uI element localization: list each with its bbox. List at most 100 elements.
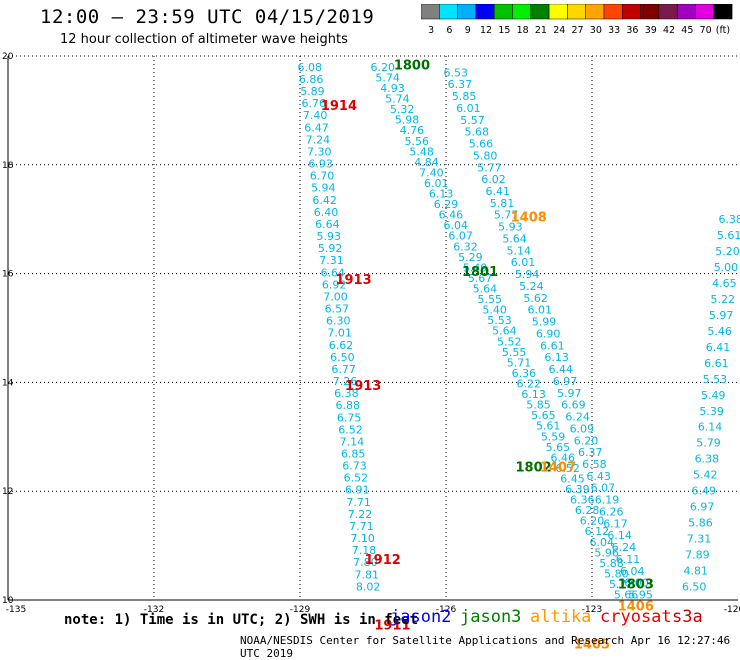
chart-subtitle: 12 hour collection of altimeter wave hei…	[60, 32, 348, 47]
satellite-altika: altika	[530, 607, 592, 627]
wave-height-value: 6.62	[329, 339, 354, 352]
pass-time-label: 1911	[374, 618, 410, 633]
footer-note: note: 1) Time is in UTC; 2) SWH is in fe…	[64, 612, 419, 628]
wave-height-value: 5.64	[473, 283, 498, 296]
wave-height-value: 6.30	[326, 315, 351, 328]
wave-height-value: 6.41	[706, 341, 731, 354]
wave-height-value: 6.37	[448, 78, 473, 91]
wave-height-value: 7.00	[323, 290, 348, 303]
wave-height-value: 6.09	[570, 422, 595, 435]
wave-height-value: 6.24	[612, 541, 637, 554]
wave-height-value: 6.53	[443, 66, 468, 79]
y-tick-label: 12	[2, 487, 13, 497]
legend-label: 33	[608, 25, 620, 36]
wave-height-value: 6.11	[616, 553, 641, 566]
legend-label: 24	[553, 25, 565, 36]
wave-height-value: 6.75	[337, 411, 362, 424]
wave-height-value: 6.01	[424, 177, 449, 190]
x-tick-label: -129	[290, 605, 311, 615]
y-tick-label: 20	[2, 52, 14, 62]
x-tick-label: -135	[6, 605, 26, 615]
chart-title: 12:00 – 23:59 UTC 04/15/2019	[40, 6, 375, 28]
wave-height-value: 5.55	[502, 346, 527, 359]
wave-height-value: 5.99	[532, 316, 557, 329]
wave-height-value: 7.31	[687, 533, 712, 546]
pass-time-label: 1408	[511, 210, 547, 225]
legend-label: 45	[681, 25, 693, 36]
wave-height-value: 5.61	[717, 229, 740, 242]
wave-height-value: 5.56	[405, 135, 430, 148]
wave-height-value: 5.67	[468, 272, 493, 285]
wave-height-value: 5.66	[614, 589, 639, 602]
wave-height-value: 6.37	[578, 446, 603, 459]
satellite-s3a: s3a	[672, 607, 703, 627]
wave-height-value: 5.96	[594, 546, 619, 559]
wave-height-value: 5.32	[390, 103, 415, 116]
satellite-jason3: jason3	[460, 607, 522, 627]
wave-height-value: 5.98	[395, 114, 420, 127]
legend-label: 9	[465, 25, 471, 36]
wave-height-value: 5.48	[409, 145, 434, 158]
wave-height-value: 6.29	[434, 198, 459, 211]
legend-label: 39	[645, 25, 657, 36]
wave-height-value: 6.76	[302, 97, 327, 110]
wave-height-value: 6.64	[315, 218, 340, 231]
wave-height-value: 5.55	[478, 293, 503, 306]
wave-height-value: 5.00	[714, 261, 739, 274]
wave-height-value: 7.81	[355, 568, 380, 581]
wave-height-value: 6.36	[512, 367, 537, 380]
wave-height-value: 5.22	[711, 293, 736, 306]
wave-height-value: 6.02	[481, 173, 506, 186]
wave-height-value: 6.85	[341, 447, 366, 460]
wave-height-value: 5.61	[536, 420, 561, 433]
wave-height-value: 6.70	[310, 170, 335, 183]
wave-height-value: 6.97	[553, 375, 578, 388]
wave-height-value: 5.97	[709, 309, 734, 322]
wave-height-value: 7.01	[327, 327, 352, 340]
wave-height-value: 7.10	[350, 532, 375, 545]
wave-height-value: 5.24	[519, 280, 544, 293]
wave-height-value: 5.95	[628, 589, 653, 602]
wave-height-value: 6.26	[599, 505, 624, 518]
satellite-jason2: jason2	[390, 607, 452, 627]
wave-height-value: 5.65	[531, 409, 556, 422]
wave-height-value: 5.85	[526, 399, 551, 412]
wave-height-value: 6.90	[536, 327, 561, 340]
wave-height-value: 5.39	[699, 405, 724, 418]
wave-height-value: 6.01	[456, 102, 481, 115]
wave-height-value: 5.74	[385, 93, 410, 106]
pass-time-label: 1913	[335, 273, 371, 288]
wave-height-value: 6.61	[540, 339, 565, 352]
wave-height-value: 5.85	[452, 90, 477, 103]
wave-height-value: 6.58	[582, 458, 607, 471]
pass-time-label: 1913	[345, 379, 381, 394]
wave-height-value: 6.08	[297, 61, 322, 74]
wave-height-value: 6.43	[586, 470, 611, 483]
wave-height-value: 5.72	[609, 578, 634, 591]
wave-height-value: 5.64	[492, 325, 517, 338]
wave-height-value: 6.00	[624, 577, 649, 590]
wave-height-value: 5.64	[502, 232, 527, 245]
wave-height-value: 6.04	[443, 219, 468, 232]
wave-height-value: 5.65	[546, 441, 571, 454]
wave-height-value: 6.20	[580, 515, 605, 528]
wave-height-value: 5.80	[473, 149, 498, 162]
wave-height-value: 5.53	[703, 373, 728, 386]
wave-height-value: 5.71	[507, 356, 532, 369]
wave-height-value: 5.29	[458, 251, 483, 264]
wave-height-value: 7.18	[352, 544, 377, 557]
legend-label: 27	[572, 25, 584, 36]
wave-height-value: 5.74	[375, 71, 400, 84]
legend-label: 3	[428, 25, 434, 36]
wave-height-value: 6.07	[591, 482, 616, 495]
wave-height-value: 5.77	[477, 161, 502, 174]
wave-height-value: 6.97	[690, 501, 715, 514]
wave-height-value: 5.66	[469, 138, 494, 151]
wave-height-value: 6.88	[336, 399, 361, 412]
wave-height-value: 5.42	[693, 469, 718, 482]
wave-height-value: 7.26	[333, 375, 358, 388]
wave-height-value: 4.93	[380, 82, 405, 95]
wave-height-value: 4.84	[414, 156, 439, 169]
wave-height-value: 6.42	[312, 194, 337, 207]
